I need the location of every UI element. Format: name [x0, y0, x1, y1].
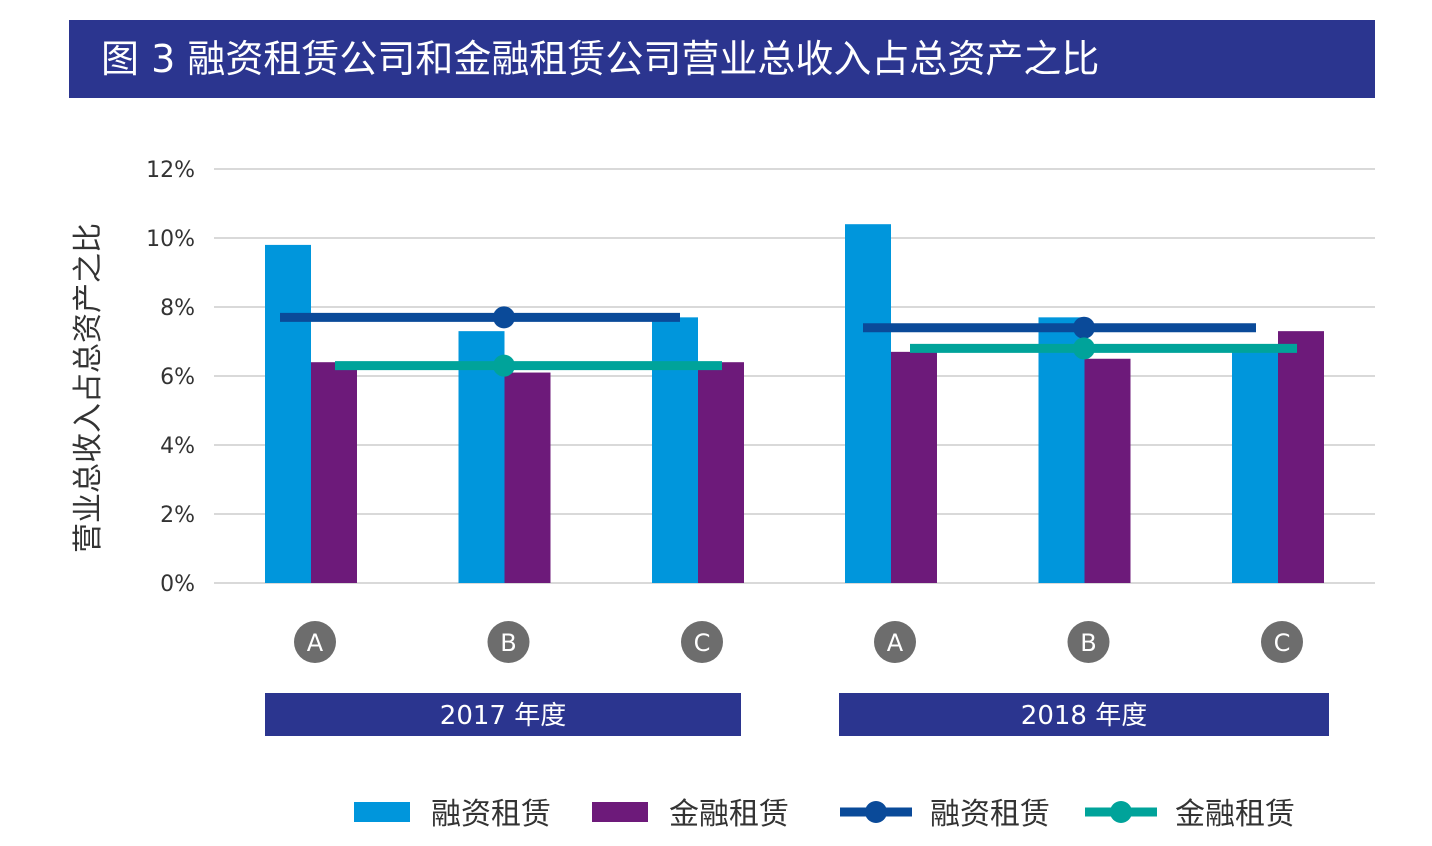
- bar-financial-leasing: [311, 362, 357, 583]
- category-label: A: [887, 629, 904, 657]
- avg-marker: [493, 306, 515, 329]
- y-tick-label: 10%: [146, 227, 195, 252]
- category-label: B: [1080, 629, 1096, 657]
- category-label: B: [500, 629, 516, 657]
- category-circle: [487, 621, 530, 663]
- bar-financial-leasing: [698, 362, 744, 583]
- category-circle: [681, 621, 723, 663]
- bar-finance-leasing: [1232, 348, 1278, 583]
- y-tick-label: 6%: [160, 365, 195, 390]
- category-label: A: [307, 629, 324, 657]
- bar-finance-leasing: [1038, 317, 1085, 583]
- legend-label: 融资租赁: [930, 797, 1050, 832]
- category-circle: [294, 621, 336, 663]
- legend-label: 融资租赁: [431, 797, 551, 832]
- chart-title: 图 3 融资租赁公司和金融租赁公司营业总收入占总资产之比: [69, 20, 1375, 98]
- bar-finance-leasing: [845, 224, 891, 583]
- category-circle: [1261, 621, 1303, 663]
- legend-marker: [865, 801, 887, 823]
- legend-label: 金融租赁: [1175, 797, 1295, 832]
- category-label: C: [1274, 629, 1291, 657]
- bar-finance-leasing: [265, 244, 311, 583]
- avg-marker: [493, 354, 515, 377]
- avg-marker: [1073, 316, 1095, 339]
- year-label: 2018 年度: [1021, 701, 1147, 731]
- legend-marker: [1110, 801, 1132, 823]
- y-tick-label: 0%: [160, 572, 195, 597]
- bar-financial-leasing: [1084, 358, 1131, 583]
- bar-financial-leasing: [891, 351, 937, 583]
- year-label: 2017 年度: [440, 701, 566, 731]
- bar-financial-leasing: [504, 372, 551, 583]
- y-axis-label: 营业总收入占总资产之比: [71, 223, 106, 553]
- bar-financial-leasing: [1278, 331, 1324, 583]
- bar-finance-leasing: [652, 317, 698, 583]
- category-circle: [1067, 621, 1110, 663]
- y-tick-label: 4%: [160, 434, 195, 459]
- category-label: C: [694, 629, 711, 657]
- y-tick-label: 2%: [160, 503, 195, 528]
- legend-swatch: [354, 802, 410, 822]
- y-tick-label: 12%: [146, 158, 195, 183]
- avg-marker: [1073, 337, 1095, 360]
- y-tick-label: 8%: [160, 296, 195, 321]
- category-circle: [874, 621, 916, 663]
- legend-label: 金融租赁: [669, 797, 789, 832]
- legend-swatch: [592, 802, 648, 822]
- year-band: [265, 693, 741, 736]
- year-band: [839, 693, 1329, 736]
